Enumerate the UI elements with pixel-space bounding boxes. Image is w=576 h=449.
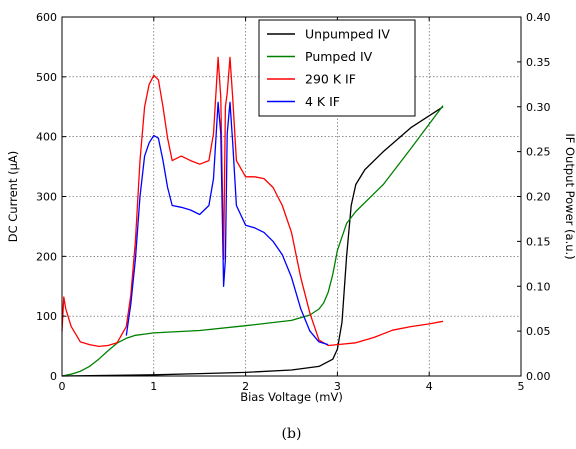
x-tick-label: 3 [334,380,341,393]
y-right-tick-label: 0.40 [526,11,551,24]
legend-label: Pumped IV [305,49,373,64]
series-line-unpumped-iv [61,106,444,377]
x-tick-label: 5 [518,380,525,393]
y-right-tick-label: 0.00 [526,370,551,383]
x-tick-label: 2 [242,380,249,393]
y-right-tick-label: 0.20 [526,191,551,204]
y-axis-left-title: DC Current (μA) [6,151,20,243]
y-left-tick-label: 500 [36,71,57,84]
x-tick-label: 0 [59,380,66,393]
legend-label: Unpumped IV [305,27,390,42]
y-left-tick-label: 300 [36,191,57,204]
legend-label: 4 K IF [305,94,340,109]
y-right-tick-label: 0.30 [526,101,551,114]
y-left-tick-label: 0 [50,370,57,383]
x-tick-label: 1 [150,380,157,393]
y-axis-right-title: IF Output Power (a.u.) [563,133,576,259]
y-right-tick-label: 0.05 [526,325,551,338]
series-line-4-k-if [125,101,329,346]
y-left-tick-label: 600 [36,11,57,24]
y-right-tick-label: 0.15 [526,235,551,248]
ticks [61,16,522,377]
series-line-290-k-if [61,56,444,348]
y-left-tick-label: 100 [36,310,57,323]
series-lines [61,56,444,377]
y-right-tick-label: 0.35 [526,56,551,69]
y-left-tick-label: 400 [36,131,57,144]
y-right-tick-label: 0.25 [526,146,551,159]
x-axis-title: Bias Voltage (mV) [240,390,343,404]
series-line-pumped-iv [61,105,444,377]
legend: Unpumped IV Pumped IV 290 K IF 4 K IF [258,19,416,117]
x-tick-label: 4 [426,380,433,393]
figure-caption: (b) [282,426,302,442]
legend-label: 290 K IF [305,72,356,87]
tick-labels: 0 1 2 3 4 5 0 100 200 300 400 500 600 0.00 0.05 0.10 0.1… [36,11,551,393]
legend-box [258,19,416,117]
y-left-tick-label: 200 [36,250,57,263]
y-right-tick-label: 0.10 [526,280,551,293]
